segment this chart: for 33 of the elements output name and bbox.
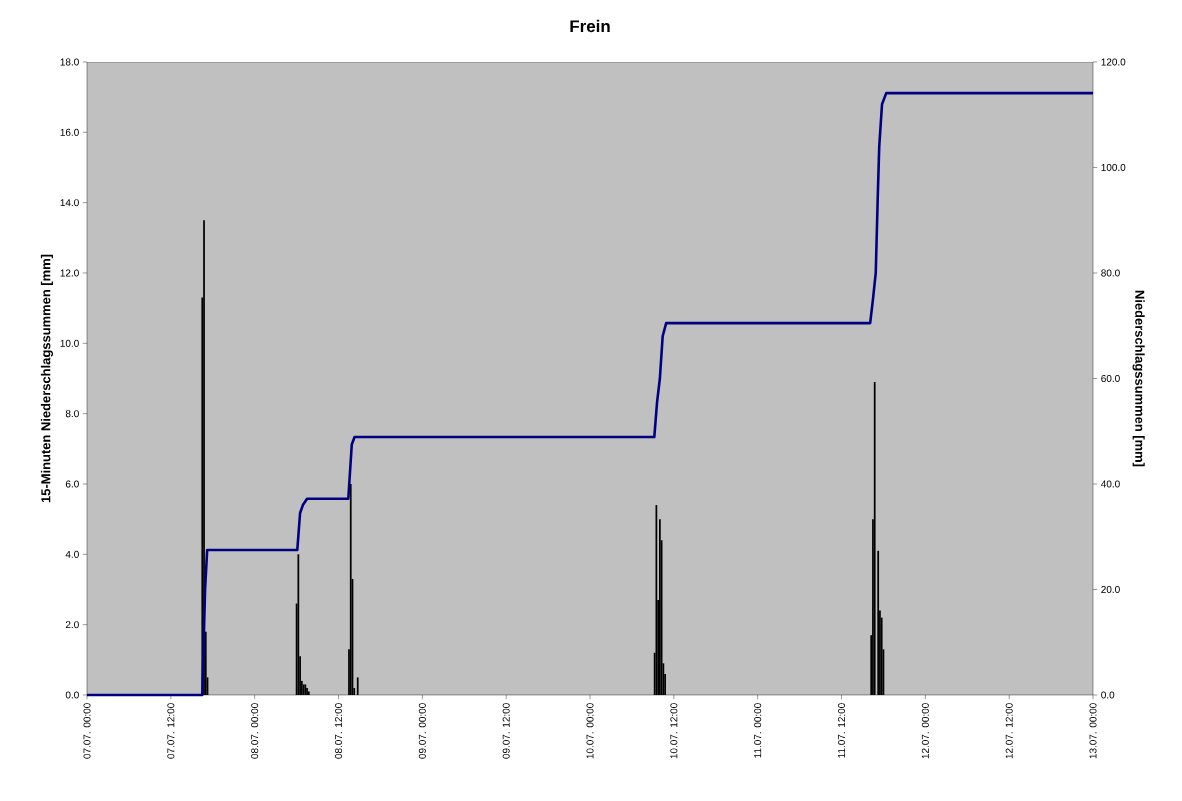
y-tick-label: 14.0: [60, 199, 79, 207]
x-tick-label: 07.07. 12:00: [167, 703, 175, 759]
y-tick-label: 12.0: [60, 269, 79, 277]
x-tick-label: 08.07. 12:00: [334, 703, 343, 759]
y-tick-label: 18.0: [60, 58, 79, 66]
x-tick-label: 12.07. 00:00: [921, 703, 929, 759]
x-tick-label: 09.07. 12:00: [502, 703, 510, 759]
x-tick-label: 07.07. 00:00: [83, 703, 91, 759]
x-tick-label: 13.07. 00:00: [1089, 703, 1097, 759]
y-tick-label: 6.0: [65, 480, 79, 488]
y2-tick-label: 80.0: [1101, 269, 1120, 277]
x-tick-label: 10.07. 12:00: [670, 703, 678, 759]
y-tick-label: 0.0: [65, 691, 79, 699]
x-tick-label: 09.07. 00:00: [418, 703, 426, 759]
x-tick-label: 10.07. 00:00: [586, 703, 594, 759]
chart-title: Frein: [570, 19, 610, 33]
y-tick-label: 4.0: [65, 550, 79, 558]
y2-tick-label: 100.0: [1101, 163, 1126, 171]
y-tick-label: 16.0: [60, 128, 79, 136]
y-tick-label: 10.0: [60, 339, 79, 347]
x-tick-label: 11.07. 12:00: [837, 703, 846, 758]
y2-tick-label: 120.0: [1101, 58, 1126, 66]
y2-tick-label: 0.0: [1101, 691, 1115, 699]
x-tick-label: 08.07. 00:00: [251, 703, 259, 759]
y2-tick-label: 60.0: [1101, 374, 1120, 383]
y2-tick-label: 40.0: [1101, 480, 1120, 488]
x-tick-label: 11.07. 00:00: [754, 703, 762, 758]
x-tick-label: 12.07. 12:00: [1005, 703, 1013, 759]
y-axis-title: 15-Minuten Niederschlagssummen [mm]: [40, 254, 54, 503]
y-tick-label: 2.0: [65, 621, 79, 629]
y-tick-label: 8.0: [65, 410, 79, 418]
y2-axis-title: Niederschlagssummen [mm]: [1132, 290, 1145, 467]
y2-tick-label: 20.0: [1101, 585, 1120, 594]
